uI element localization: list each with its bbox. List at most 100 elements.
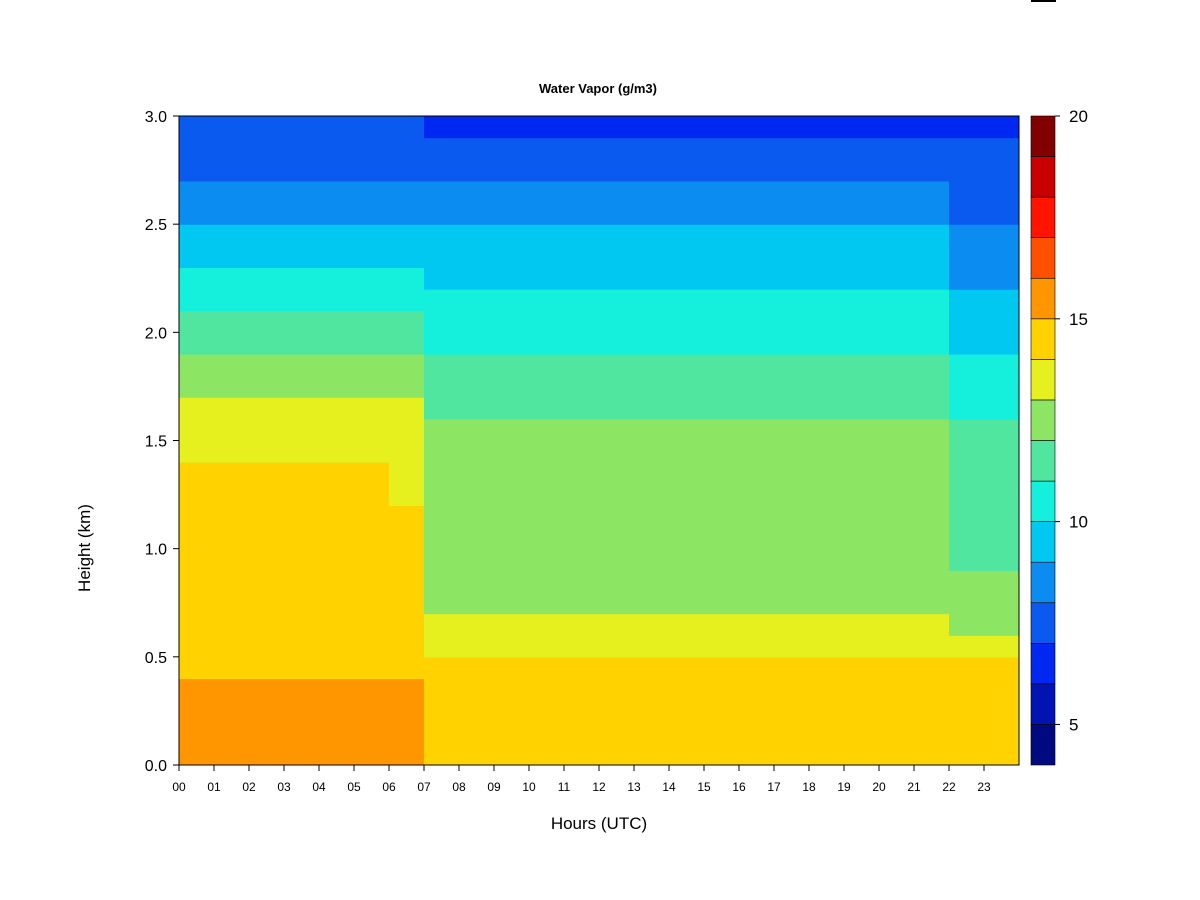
heatmap-cell — [564, 418, 600, 442]
heatmap-cell — [424, 418, 460, 442]
heatmap-cell — [179, 613, 215, 636]
heatmap-cell — [389, 289, 425, 312]
heatmap-cell — [319, 527, 355, 550]
heatmap-cell — [494, 353, 530, 377]
heatmap-cell — [774, 137, 810, 160]
heatmap-cell — [914, 548, 950, 571]
y-tick-label: 1.0 — [145, 542, 167, 559]
heatmap-cell — [704, 245, 740, 269]
heatmap-cell — [634, 462, 670, 485]
heatmap-cell — [844, 332, 880, 355]
heatmap-cell — [914, 224, 950, 247]
heatmap-cell — [354, 159, 390, 182]
heatmap-cell — [179, 743, 215, 765]
heatmap-cell — [179, 570, 215, 593]
heatmap-cell — [774, 591, 810, 615]
heatmap-cell — [459, 548, 495, 571]
colorbar-swatch — [1030, 561, 1056, 604]
heatmap-cell — [214, 245, 250, 269]
heatmap-cell — [774, 527, 810, 550]
heatmap-cell — [879, 202, 915, 225]
heatmap-cell — [249, 180, 285, 204]
heatmap-cell — [424, 159, 460, 182]
heatmap-cell — [914, 310, 950, 333]
x-tick-label: 01 — [207, 780, 221, 794]
heatmap-cell — [844, 267, 880, 290]
heatmap-cell — [319, 462, 355, 485]
heatmap-cell — [529, 440, 565, 463]
heatmap-cell — [984, 224, 1019, 247]
x-tick-label: 13 — [627, 780, 641, 794]
heatmap-cell — [459, 635, 495, 658]
heatmap-cell — [214, 721, 250, 744]
heatmap-cell — [914, 462, 950, 485]
heatmap-cell — [809, 656, 845, 680]
heatmap-cell — [809, 613, 845, 636]
heatmap-cell — [879, 743, 915, 765]
heatmap-cell — [914, 700, 950, 723]
heatmap-cell — [599, 570, 635, 593]
heatmap-cell — [809, 440, 845, 463]
heatmap-cell — [494, 483, 530, 506]
heatmap-cell — [354, 548, 390, 571]
heatmap-cell — [459, 700, 495, 723]
heatmap-cell — [319, 353, 355, 377]
heatmap-cell — [249, 159, 285, 182]
heatmap-cell — [389, 721, 425, 744]
heatmap-cell — [179, 397, 215, 420]
heatmap-cell — [564, 180, 600, 204]
heatmap-cell — [914, 613, 950, 636]
heatmap-cell — [494, 202, 530, 225]
heatmap-cell — [249, 678, 285, 701]
heatmap-cell — [354, 570, 390, 593]
heatmap-cell — [949, 289, 985, 312]
heatmap-cell — [179, 505, 215, 528]
heatmap-cell — [249, 721, 285, 744]
heatmap-cell — [704, 635, 740, 658]
heatmap-cell — [284, 418, 320, 442]
x-axis-label: Hours (UTC) — [551, 814, 647, 833]
heatmap-cell — [284, 332, 320, 355]
heatmap-cell — [494, 440, 530, 463]
heatmap-cell — [879, 527, 915, 550]
heatmap-cell — [529, 224, 565, 247]
heatmap-cell — [494, 397, 530, 420]
heatmap-cell — [599, 116, 635, 139]
x-tick-label: 02 — [242, 780, 256, 794]
heatmap-cell — [249, 635, 285, 658]
x-tick-label: 07 — [417, 780, 431, 794]
heatmap-cell — [879, 548, 915, 571]
heatmap-cell — [249, 462, 285, 485]
heatmap-cell — [214, 224, 250, 247]
heatmap-cell — [319, 591, 355, 615]
heatmap-cell — [809, 700, 845, 723]
heatmap-cell — [564, 267, 600, 290]
heatmap-cell — [564, 527, 600, 550]
heatmap-cell — [634, 202, 670, 225]
heatmap-cell — [739, 462, 775, 485]
heatmap-cell — [844, 656, 880, 680]
y-tick-label: 0.5 — [145, 650, 167, 667]
heatmap-cell — [459, 418, 495, 442]
heatmap-cell — [284, 591, 320, 615]
heatmap-cell — [599, 353, 635, 377]
heatmap-cell — [634, 505, 670, 528]
heatmap-cell — [634, 483, 670, 506]
heatmap-cell — [319, 267, 355, 290]
heatmap-cell — [319, 613, 355, 636]
heatmap-cell — [704, 678, 740, 701]
heatmap-cell — [459, 137, 495, 160]
heatmap-cell — [214, 289, 250, 312]
heatmap-cell — [879, 137, 915, 160]
heatmap-cell — [599, 591, 635, 615]
heatmap-cell — [249, 570, 285, 593]
heatmap-cell — [494, 159, 530, 182]
heatmap-cell — [634, 180, 670, 204]
heatmap-cell — [669, 678, 705, 701]
heatmap-cell — [284, 353, 320, 377]
heatmap-cell — [319, 700, 355, 723]
heatmap-cell — [634, 397, 670, 420]
colorbar-swatch — [1030, 643, 1056, 685]
heatmap-cell — [844, 548, 880, 571]
heatmap-cell — [459, 332, 495, 355]
